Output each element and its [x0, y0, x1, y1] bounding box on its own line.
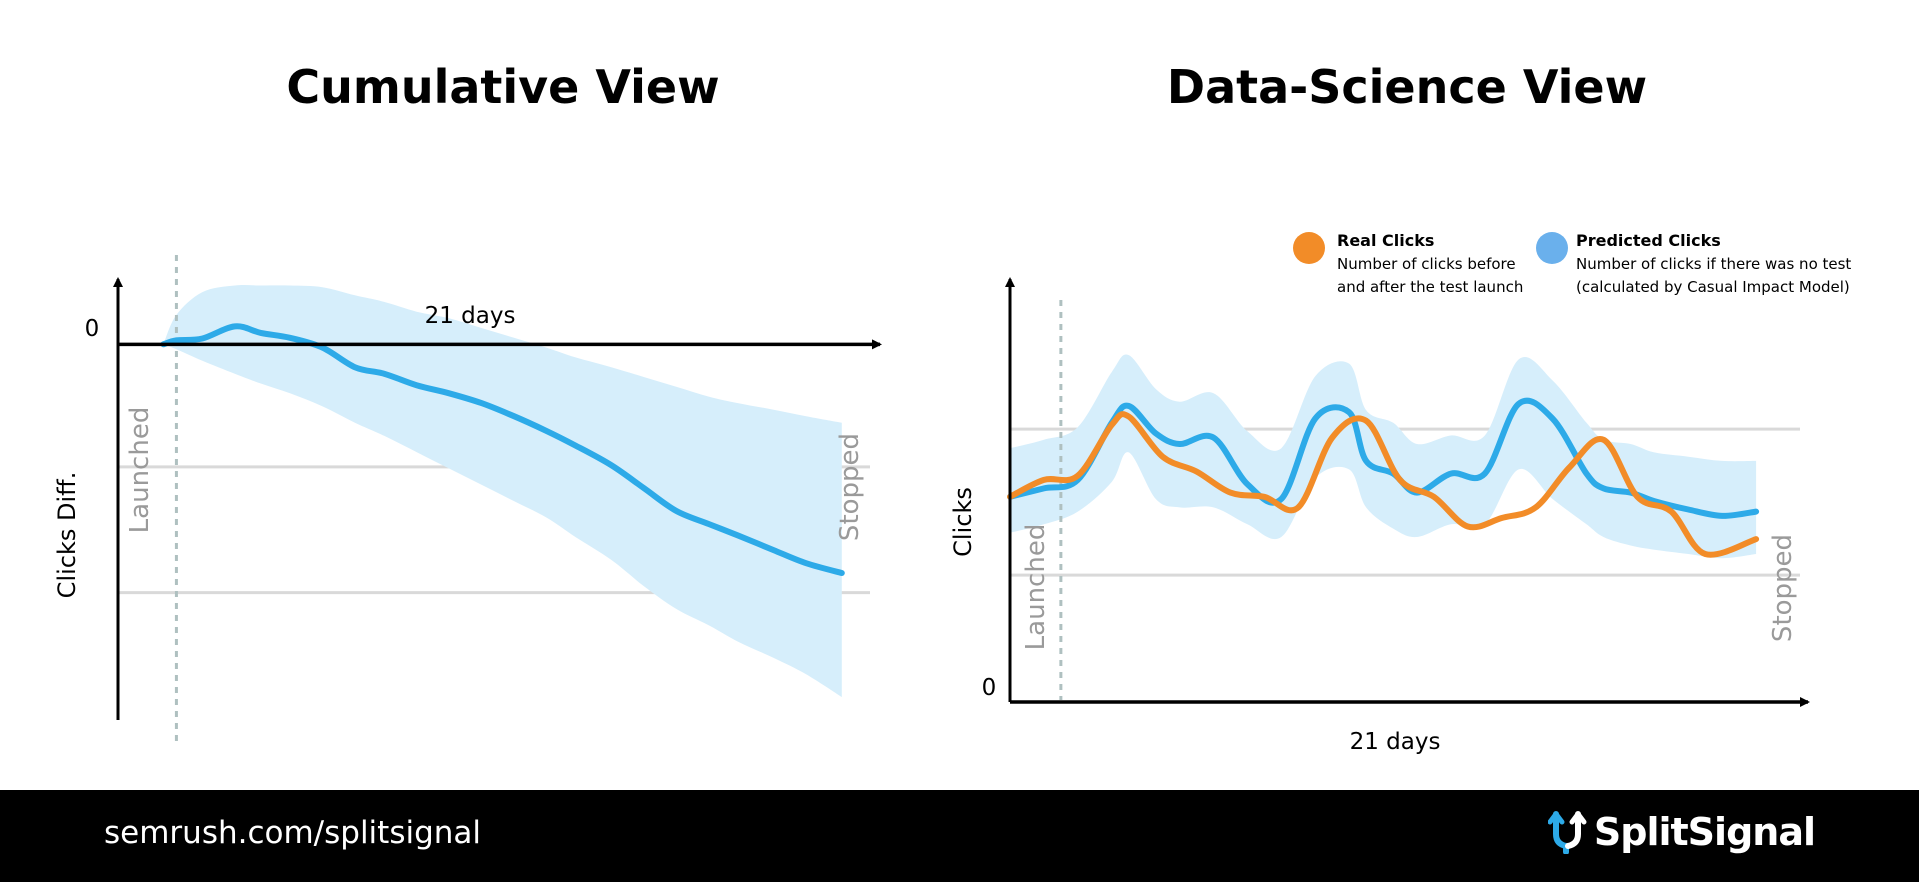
y-axis-label: Clicks	[949, 487, 977, 557]
cumulative-line	[160, 323, 845, 576]
splitsignal-logo-icon	[1547, 811, 1587, 854]
zero-label: 0	[85, 316, 100, 342]
legend-desc: and after the test launch	[1337, 278, 1523, 296]
launched-label: Launched	[125, 407, 155, 534]
charts-canvas: Cumulative View 0 21 days Clicks Diff. L…	[53, 60, 1851, 755]
legend-item-real-clicks: Real Clicks Number of clicks before and …	[1293, 231, 1523, 296]
brand-name: SplitSignal	[1593, 810, 1816, 854]
predicted-clicks-line	[1007, 397, 1760, 519]
legend-desc: Number of clicks if there was no test	[1576, 255, 1851, 273]
brand: SplitSignal	[1547, 810, 1816, 854]
data-science-chart: Data-Science View 0 21 days Clicks Launc…	[949, 60, 1851, 755]
x-axis-label: 21 days	[1350, 729, 1441, 755]
legend: Real Clicks Number of clicks before and …	[1293, 231, 1851, 296]
legend-swatch-predicted	[1536, 232, 1568, 264]
legend-desc: Number of clicks before	[1337, 255, 1516, 273]
legend-item-predicted-clicks: Predicted Clicks Number of clicks if the…	[1536, 231, 1851, 296]
real-clicks-line	[1007, 411, 1760, 558]
footer-url[interactable]: semrush.com/splitsignal	[104, 815, 482, 851]
legend-swatch-real	[1293, 232, 1325, 264]
legend-title: Real Clicks	[1337, 231, 1434, 250]
zero-label: 0	[982, 675, 997, 701]
stopped-label: Stopped	[835, 433, 865, 541]
legend-title: Predicted Clicks	[1576, 231, 1721, 250]
confidence-band	[1010, 354, 1757, 559]
chart-title: Data-Science View	[1167, 60, 1647, 114]
chart-title: Cumulative View	[286, 60, 719, 114]
x-axis-label: 21 days	[425, 303, 516, 329]
footer-bar: semrush.com/splitsignal SplitSignal	[0, 790, 1919, 882]
confidence-band	[163, 285, 842, 698]
y-axis-label: Clicks Diff.	[53, 472, 81, 599]
legend-desc: (calculated by Casual Impact Model)	[1576, 278, 1850, 296]
cumulative-chart: Cumulative View 0 21 days Clicks Diff. L…	[53, 60, 882, 742]
stopped-label: Stopped	[1768, 534, 1798, 642]
launched-label: Launched	[1021, 524, 1051, 651]
